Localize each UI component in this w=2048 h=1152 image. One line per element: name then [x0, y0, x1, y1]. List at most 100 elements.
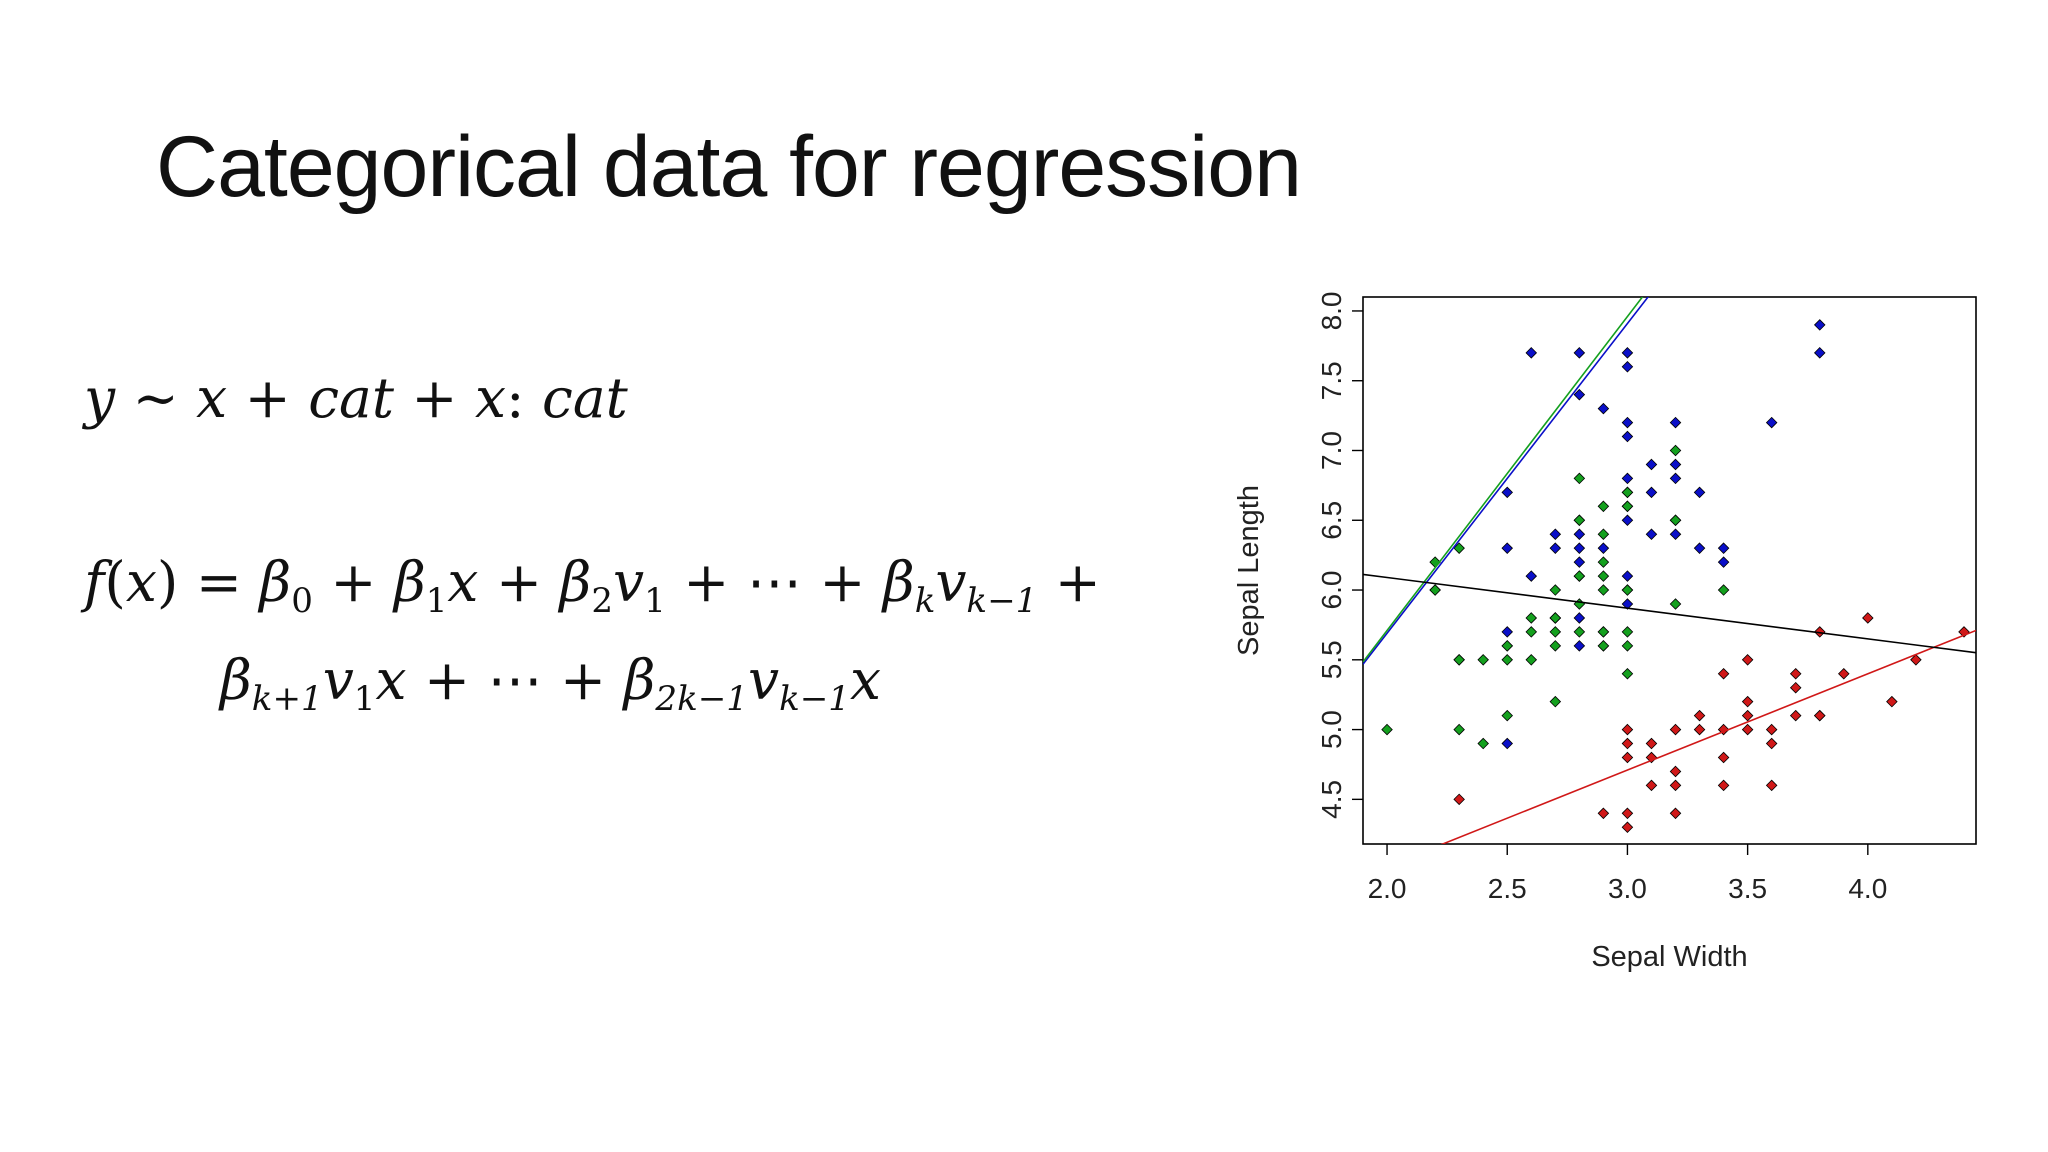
formula-subscript: 0: [291, 580, 313, 621]
data-point-blue: [1621, 347, 1634, 359]
data-point-blue: [1501, 542, 1514, 554]
data-point-green: [1477, 737, 1489, 750]
data-point-blue: [1573, 542, 1586, 554]
data-point-red: [1741, 695, 1754, 708]
data-point-blue: [1573, 612, 1586, 624]
formula-f: f: [84, 550, 105, 614]
data-point-blue: [1669, 416, 1682, 429]
data-point-blue: [1717, 542, 1730, 554]
formula-plus: +: [683, 550, 730, 614]
formula-subscript: 2: [591, 580, 613, 621]
data-point-red: [1453, 793, 1465, 806]
data-point-green: [1669, 598, 1682, 610]
data-point-blue: [1501, 486, 1514, 499]
data-point-green: [1525, 654, 1538, 666]
formula-paren: (: [104, 550, 126, 614]
data-point-green: [1477, 654, 1489, 666]
slide-title: Categorical data for regression: [156, 119, 1302, 215]
y-axis-title: Sepal Length: [1233, 485, 1265, 656]
y-tick-label: 5.0: [1316, 710, 1347, 749]
data-point-green: [1453, 654, 1465, 666]
formula-v: v: [747, 648, 780, 712]
data-point-blue: [1693, 542, 1706, 554]
formula-cat: cat: [308, 366, 394, 430]
data-point-red: [1669, 765, 1682, 778]
data-point-green: [1621, 486, 1634, 499]
data-point-red: [1765, 779, 1778, 792]
formula-tilde: ~: [132, 366, 179, 430]
formula-paren: ): [156, 550, 179, 614]
data-point-blue: [1693, 486, 1706, 499]
data-point-blue: [1813, 347, 1826, 359]
data-point-blue: [1621, 598, 1634, 610]
formula-v: v: [613, 550, 645, 614]
data-point-green: [1381, 723, 1393, 736]
formula-x: x: [375, 648, 407, 712]
data-point-blue: [1645, 486, 1658, 499]
formula-x: x: [125, 550, 157, 614]
data-point-green: [1597, 570, 1610, 582]
data-point-blue: [1813, 319, 1826, 331]
data-point-red: [1693, 709, 1706, 722]
formula-plus: +: [819, 550, 866, 614]
data-point-red: [1765, 737, 1778, 750]
data-point-blue: [1525, 570, 1538, 582]
data-point-green: [1669, 444, 1682, 457]
data-point-green: [1501, 709, 1514, 722]
formula-beta: β: [259, 550, 292, 614]
x-tick-label: 2.5: [1488, 873, 1527, 904]
x-tick-label: 2.0: [1368, 873, 1407, 904]
data-point-red: [1789, 709, 1802, 722]
data-point-green: [1597, 528, 1610, 540]
data-point-green: [1597, 626, 1610, 638]
data-point-green: [1525, 626, 1538, 638]
data-point-red: [1862, 612, 1874, 624]
data-point-green: [1525, 612, 1538, 624]
y-tick-label: 6.5: [1316, 501, 1347, 540]
data-point-red: [1669, 807, 1682, 820]
data-point-red: [1621, 723, 1634, 736]
data-point-blue: [1501, 737, 1514, 750]
data-point-blue: [1621, 416, 1634, 429]
data-point-green: [1549, 612, 1562, 624]
data-point-green: [1501, 640, 1514, 652]
data-point-blue: [1669, 458, 1682, 471]
formula-plus: +: [244, 366, 291, 430]
formula-y: y: [84, 366, 116, 430]
fit-line-blue: [1363, 297, 1650, 665]
formula-beta: β: [393, 550, 426, 614]
formula-plus: +: [495, 550, 543, 614]
fit-line-red: [1440, 629, 1976, 844]
formula-plus: +: [1054, 550, 1101, 614]
formula-beta: β: [623, 648, 656, 712]
data-point-red: [1717, 723, 1730, 736]
data-point-blue: [1549, 542, 1562, 554]
data-point-blue: [1717, 556, 1730, 568]
data-point-green: [1549, 626, 1562, 638]
data-point-red: [1741, 654, 1754, 666]
data-point-green: [1669, 514, 1682, 527]
data-point-red: [1813, 626, 1826, 638]
data-point-green: [1549, 640, 1562, 652]
data-point-green: [1549, 695, 1562, 708]
data-point-red: [1886, 695, 1898, 708]
formula-x: x: [196, 366, 228, 430]
data-point-blue: [1525, 347, 1538, 359]
data-point-green: [1573, 472, 1586, 485]
data-point-green: [1717, 584, 1730, 596]
data-point-red: [1669, 779, 1682, 792]
data-point-blue: [1573, 640, 1586, 652]
data-point-red: [1717, 779, 1730, 792]
data-point-green: [1549, 584, 1562, 596]
data-point-red: [1717, 667, 1730, 680]
data-point-red: [1621, 737, 1634, 750]
data-point-green: [1453, 542, 1465, 554]
y-tick-label: 8.0: [1316, 291, 1347, 330]
formula-ellipsis: ⋯: [487, 648, 543, 712]
data-point-red: [1645, 779, 1658, 792]
formula-v: v: [322, 648, 354, 712]
data-point-red: [1693, 723, 1706, 736]
x-tick-label: 3.0: [1608, 873, 1647, 904]
data-point-red: [1621, 751, 1634, 764]
formula-cat: cat: [542, 366, 628, 430]
